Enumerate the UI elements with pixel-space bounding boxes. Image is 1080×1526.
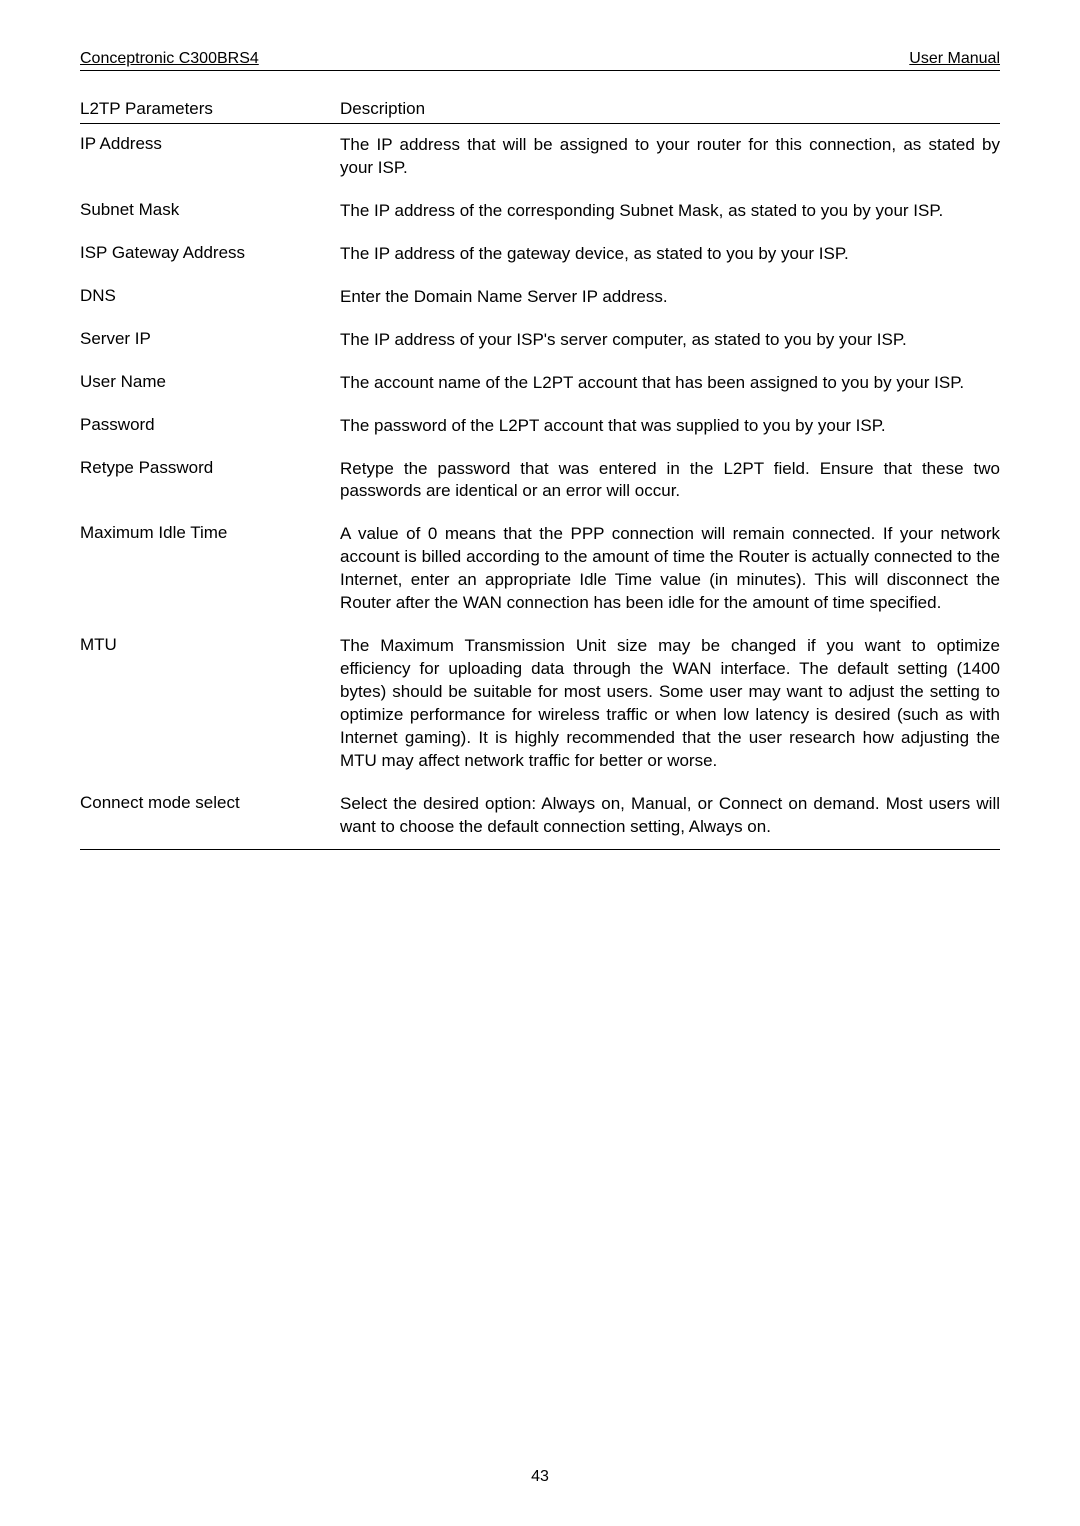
page-number: 43 — [0, 1468, 1080, 1486]
table-row: Connect mode select Select the desired o… — [80, 793, 1000, 850]
table-row: MTU The Maximum Transmission Unit size m… — [80, 635, 1000, 773]
row-desc: The account name of the L2PT account tha… — [340, 372, 1000, 395]
row-label: Subnet Mask — [80, 200, 340, 223]
row-desc: A value of 0 means that the PPP connecti… — [340, 523, 1000, 615]
table-row: Retype Password Retype the password that… — [80, 458, 1000, 504]
row-label: Retype Password — [80, 458, 340, 504]
table-header-left: L2TP Parameters — [80, 99, 340, 119]
row-label: IP Address — [80, 134, 340, 180]
row-desc: The password of the L2PT account that wa… — [340, 415, 1000, 438]
row-label: Connect mode select — [80, 793, 340, 839]
row-desc: The IP address of your ISP's server comp… — [340, 329, 1000, 352]
table-row: DNS Enter the Domain Name Server IP addr… — [80, 286, 1000, 309]
table-row: IP Address The IP address that will be a… — [80, 134, 1000, 180]
row-desc: The IP address of the corresponding Subn… — [340, 200, 1000, 223]
table-row: ISP Gateway Address The IP address of th… — [80, 243, 1000, 266]
table-header-row: L2TP Parameters Description — [80, 99, 1000, 124]
table-header-right: Description — [340, 99, 1000, 119]
row-label: Maximum Idle Time — [80, 523, 340, 615]
row-desc: Retype the password that was entered in … — [340, 458, 1000, 504]
row-label: Server IP — [80, 329, 340, 352]
row-label: MTU — [80, 635, 340, 773]
row-desc: Enter the Domain Name Server IP address. — [340, 286, 1000, 309]
row-desc: The IP address of the gateway device, as… — [340, 243, 1000, 266]
table-row: Password The password of the L2PT accoun… — [80, 415, 1000, 438]
table-row: Subnet Mask The IP address of the corres… — [80, 200, 1000, 223]
row-label: DNS — [80, 286, 340, 309]
row-desc: The Maximum Transmission Unit size may b… — [340, 635, 1000, 773]
row-label: Password — [80, 415, 340, 438]
table-row: User Name The account name of the L2PT a… — [80, 372, 1000, 395]
row-label: User Name — [80, 372, 340, 395]
page-header: Conceptronic C300BRS4 User Manual — [80, 50, 1000, 71]
table-row: Server IP The IP address of your ISP's s… — [80, 329, 1000, 352]
row-desc: Select the desired option: Always on, Ma… — [340, 793, 1000, 839]
row-label: ISP Gateway Address — [80, 243, 340, 266]
table-row: Maximum Idle Time A value of 0 means tha… — [80, 523, 1000, 615]
header-right-text: User Manual — [909, 50, 1000, 68]
row-desc: The IP address that will be assigned to … — [340, 134, 1000, 180]
header-left-text: Conceptronic C300BRS4 — [80, 50, 259, 68]
